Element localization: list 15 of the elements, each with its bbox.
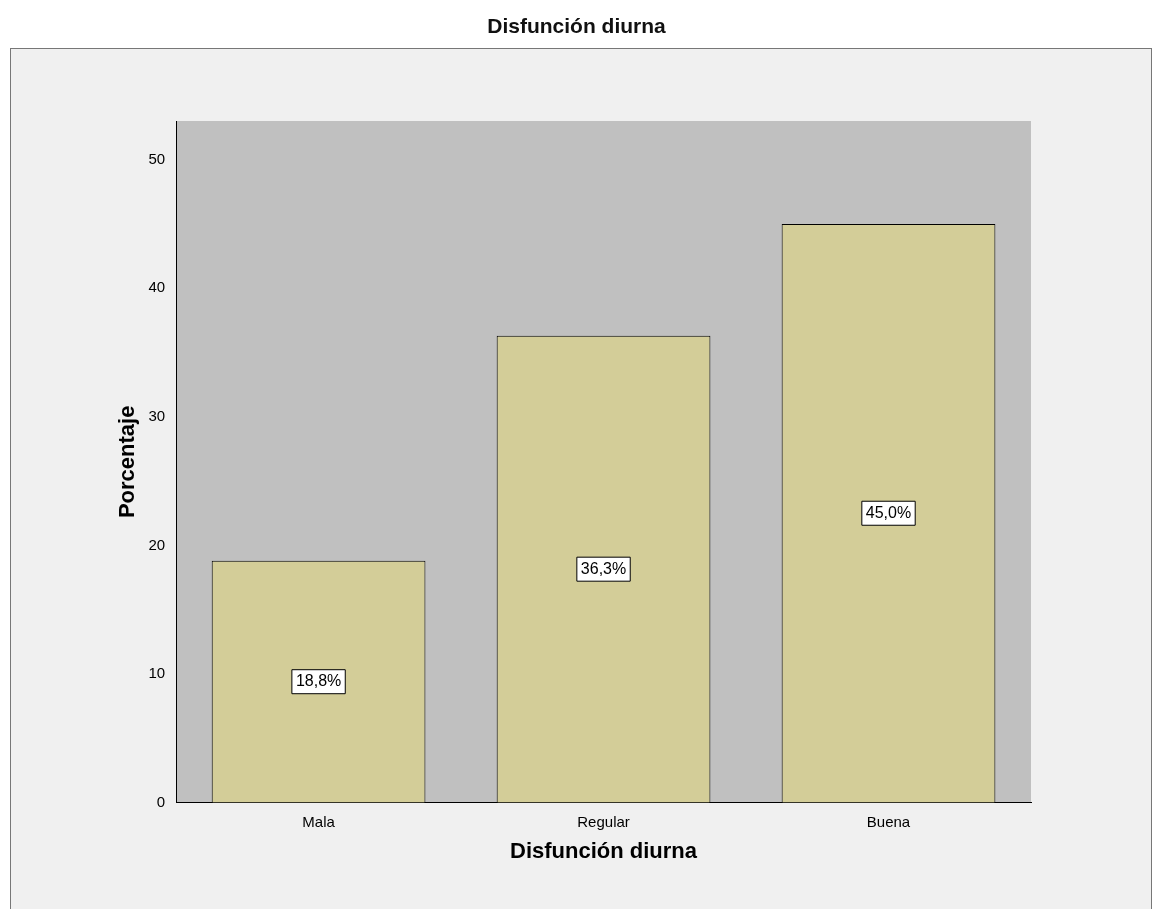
data-label: 45,0% — [865, 503, 912, 521]
y-tick-label: 20 — [148, 535, 166, 553]
y-tick-label: 50 — [148, 149, 166, 167]
y-tick-label: 0 — [156, 792, 166, 810]
data-label: 18,8% — [295, 672, 342, 690]
data-label: 36,3% — [580, 559, 627, 577]
x-tick-label: Regular — [577, 812, 630, 830]
y-tick-label: 30 — [148, 406, 166, 424]
x-axis-title: Disfunción diurna — [510, 837, 698, 863]
y-tick-label: 10 — [148, 664, 166, 682]
x-tick-label: Buena — [866, 812, 911, 830]
y-tick-label: 40 — [148, 278, 166, 296]
y-axis-title: Porcentaje — [114, 405, 140, 519]
chart-title: Disfunción diurna — [486, 14, 667, 38]
x-tick-label: Mala — [302, 812, 336, 830]
